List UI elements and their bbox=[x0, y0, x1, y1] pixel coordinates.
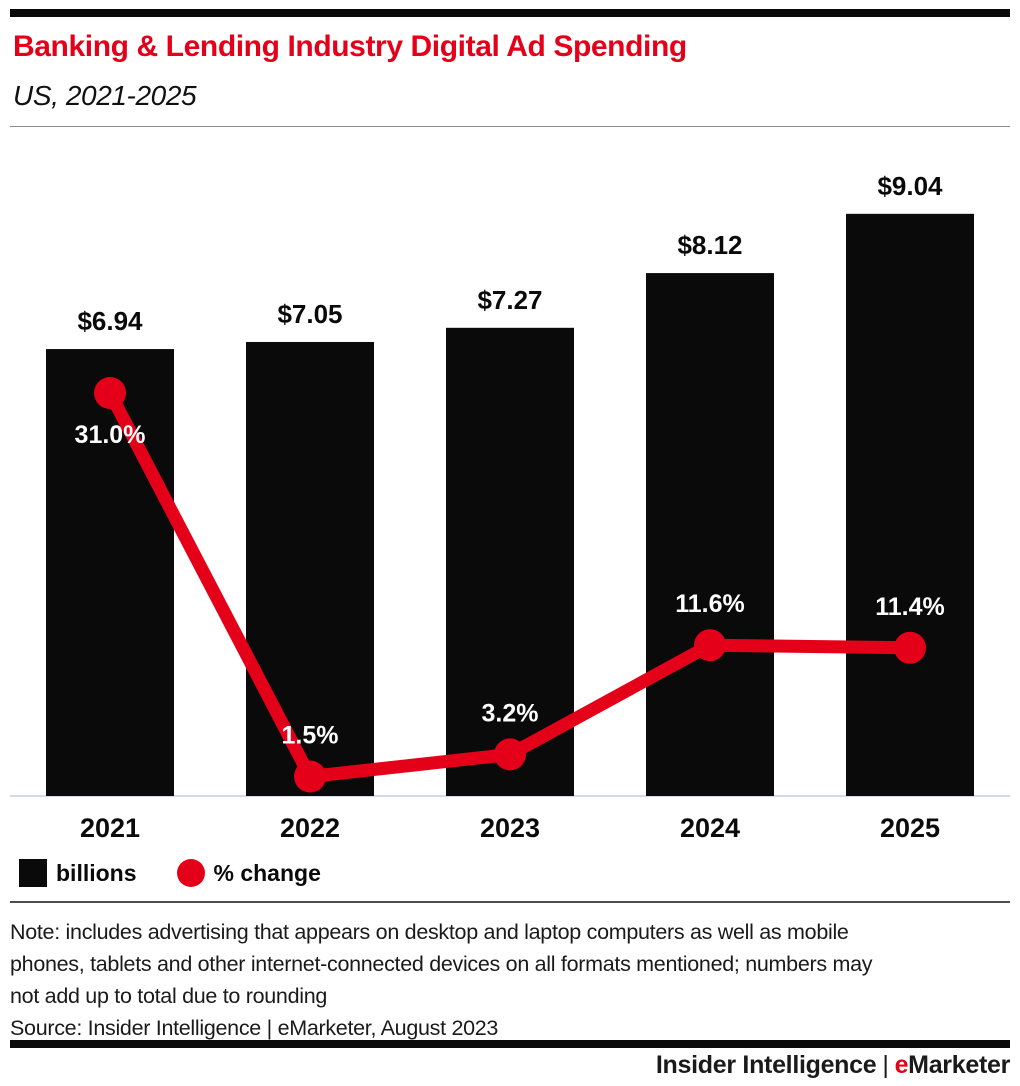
x-tick-label-2024: 2024 bbox=[680, 813, 740, 843]
footer-brand-rest: Marketer bbox=[908, 1051, 1010, 1079]
pct-change-point-2021 bbox=[94, 377, 126, 409]
chart-notes: Note: includes advertising that appears … bbox=[10, 916, 1015, 1044]
note-line-2: phones, tablets and other internet-conne… bbox=[10, 952, 873, 976]
bar-2023 bbox=[446, 327, 574, 796]
bar-value-label-2021: $6.94 bbox=[77, 306, 143, 336]
pct-change-legend-swatch bbox=[176, 859, 205, 887]
x-tick-label-2022: 2022 bbox=[280, 813, 340, 843]
footer-brand: Insider Intelligence | eMarketer bbox=[656, 1051, 1010, 1080]
x-tick-label-2021: 2021 bbox=[80, 813, 140, 843]
note-line-1: Note: includes advertising that appears … bbox=[10, 920, 849, 944]
pct-label-2021: 31.0% bbox=[75, 421, 146, 449]
legend-divider bbox=[10, 901, 1010, 903]
note-line-3: not add up to total due to rounding bbox=[10, 984, 328, 1008]
bar-value-label-2023: $7.27 bbox=[477, 285, 542, 315]
bottom-accent-bar bbox=[10, 1040, 1010, 1048]
pct-change-legend-label: % change bbox=[213, 859, 321, 886]
pct-label-2023: 3.2% bbox=[482, 699, 539, 727]
x-tick-label-2025: 2025 bbox=[880, 813, 940, 843]
chart-title: Banking & Lending Industry Digital Ad Sp… bbox=[13, 30, 687, 63]
pct-change-point-2025 bbox=[894, 631, 926, 664]
footer-brand-separator: | bbox=[882, 1051, 889, 1079]
header-divider bbox=[10, 126, 1010, 127]
pct-label-2025: 11.4% bbox=[875, 593, 945, 621]
bar-2021 bbox=[46, 349, 174, 796]
bar-2024 bbox=[646, 273, 774, 796]
bar-2025 bbox=[846, 213, 974, 797]
billions-legend-swatch bbox=[19, 859, 47, 887]
bar-value-label-2025: $9.04 bbox=[877, 171, 943, 201]
pct-label-2024: 11.6% bbox=[675, 590, 745, 618]
footer-brand-left: Insider Intelligence bbox=[655, 1051, 877, 1079]
source-line: Source: Insider Intelligence | eMarketer… bbox=[10, 1016, 499, 1040]
chart-legend: billions % change bbox=[19, 857, 321, 889]
top-accent-bar bbox=[10, 9, 1010, 17]
x-tick-label-2023: 2023 bbox=[480, 813, 540, 843]
bar-2022 bbox=[246, 341, 374, 796]
chart-subtitle: US, 2021-2025 bbox=[13, 80, 197, 111]
pct-change-point-2023 bbox=[494, 738, 526, 771]
billions-legend-label: billions bbox=[56, 859, 137, 886]
pct-label-2022: 1.5% bbox=[282, 722, 339, 750]
pct-change-point-2022 bbox=[294, 760, 326, 793]
footer-brand-e: e bbox=[894, 1051, 909, 1079]
bar-value-label-2024: $8.12 bbox=[677, 230, 742, 260]
bar-value-label-2022: $7.05 bbox=[277, 299, 342, 329]
pct-change-point-2024 bbox=[694, 629, 726, 662]
